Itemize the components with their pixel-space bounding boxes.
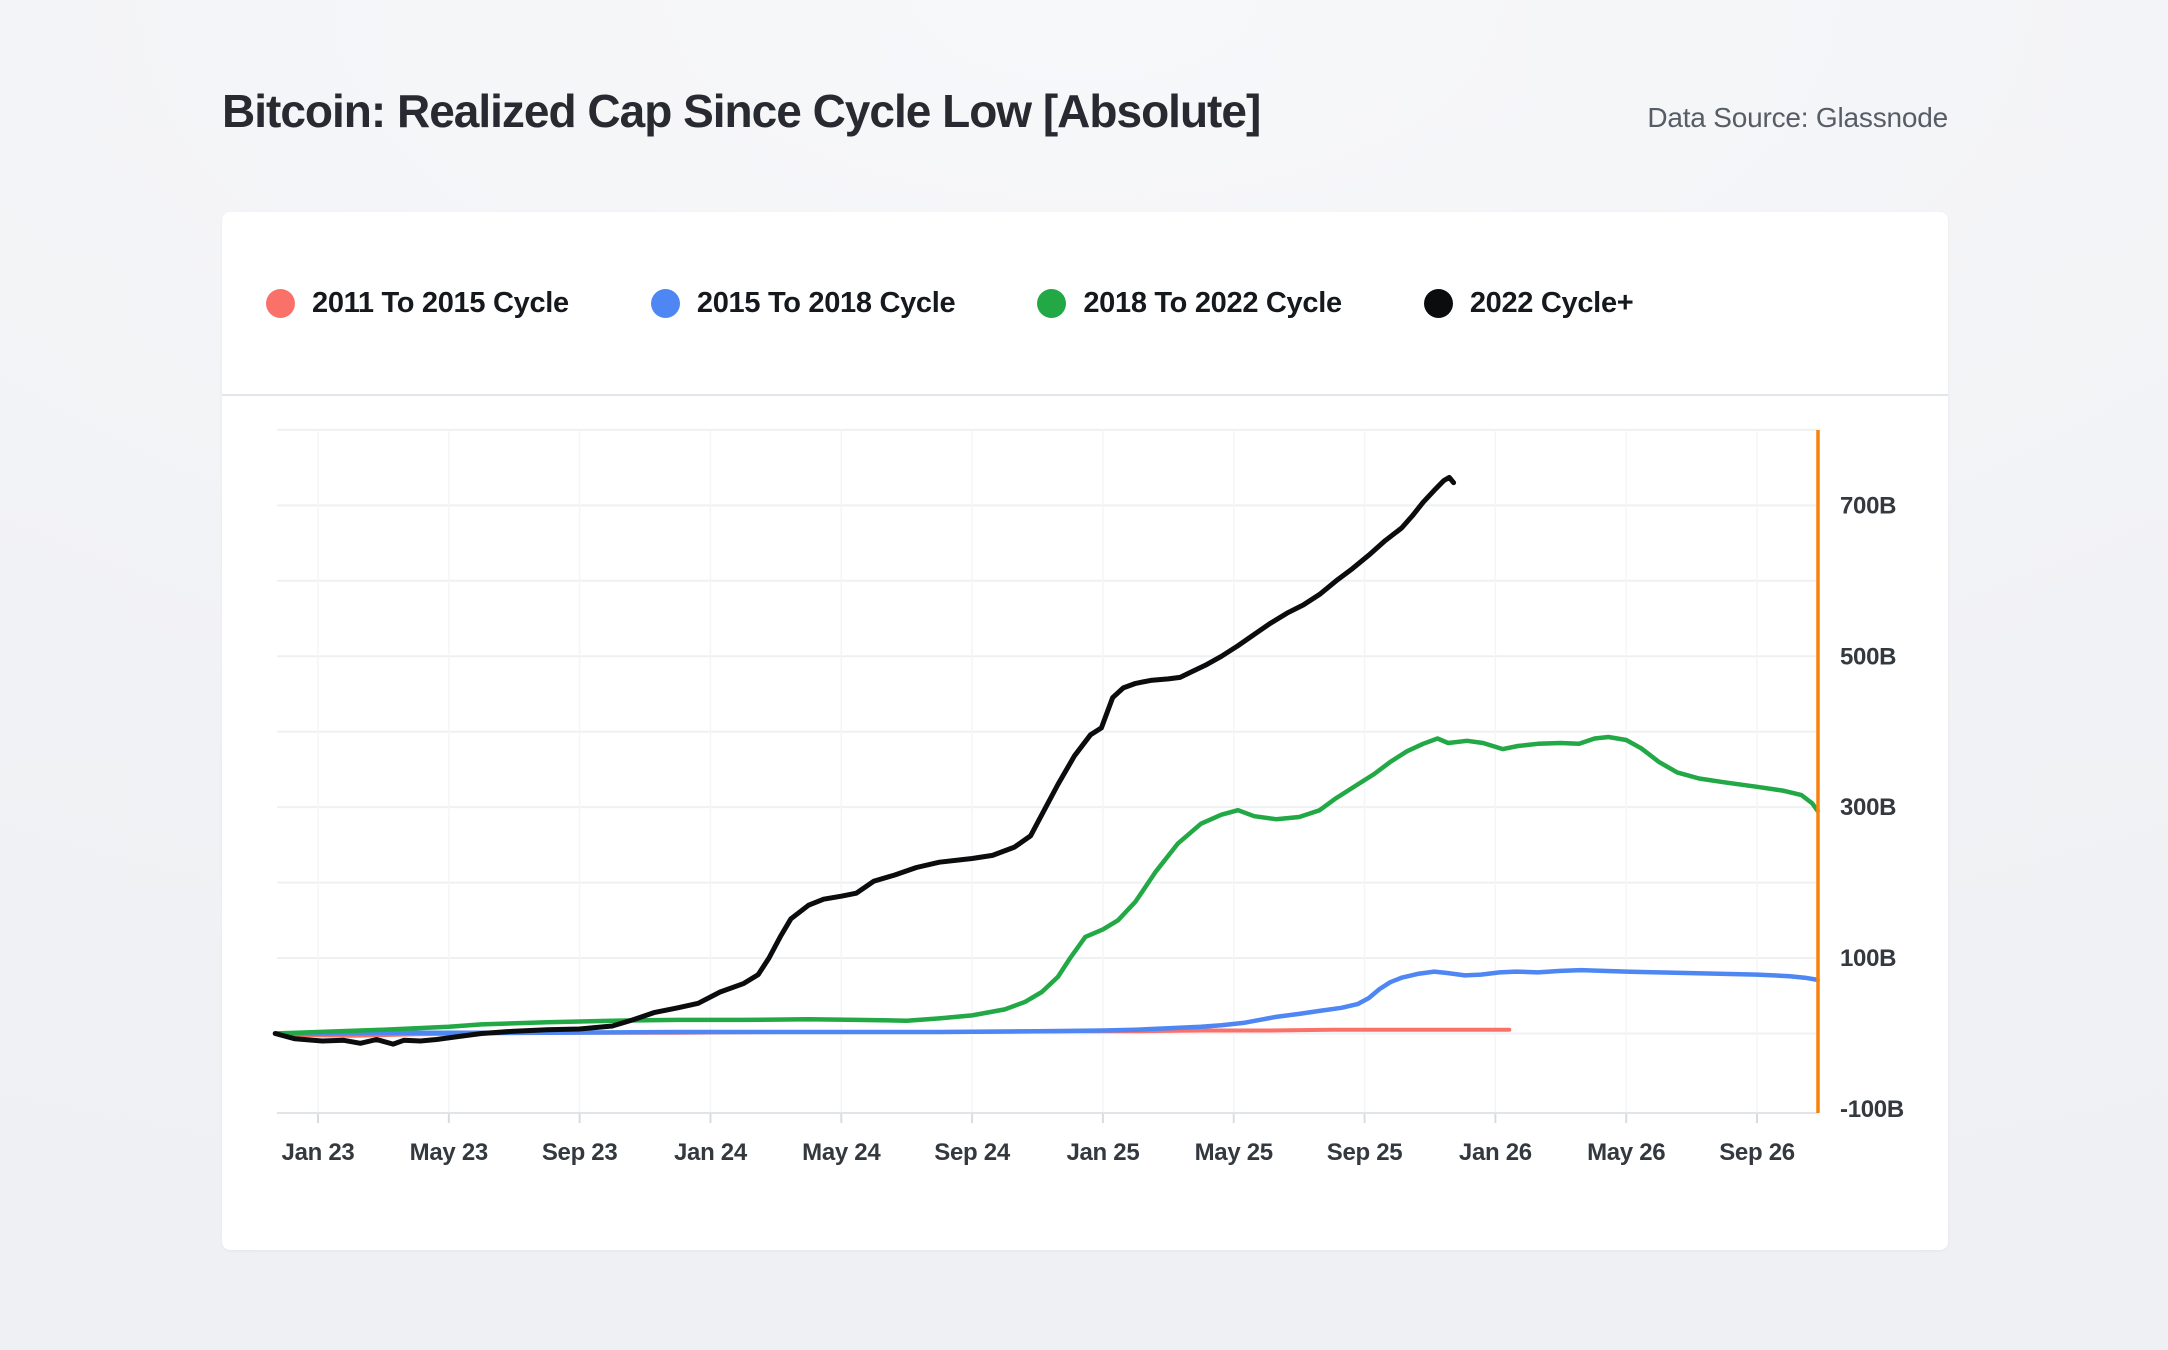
legend-item-2[interactable]: 2015 To 2018 Cycle — [650, 286, 956, 320]
series-line-4[interactable] — [272, 474, 1457, 1047]
x-axis-label: May 25 — [1195, 1139, 1273, 1166]
x-axis-label: Sep 26 — [1719, 1139, 1795, 1166]
x-axis-label: May 24 — [802, 1139, 881, 1166]
legend-item-label: 2011 To 2015 Cycle — [312, 286, 569, 319]
x-axis-label: Sep 25 — [1327, 1139, 1403, 1166]
x-axis-label: Jan 23 — [282, 1139, 355, 1166]
x-axis-labels: Jan 23 May 23 Sep 23 Jan 24 May 24 Sep 24 Jan … — [282, 1139, 1796, 1166]
page-title: Bitcoin: Realized Cap Since Cycle Low [A… — [222, 85, 1261, 137]
x-axis-label: May 26 — [1587, 1139, 1665, 1166]
y-axis-label: -100B — [1840, 1096, 1904, 1123]
series-line-3[interactable] — [272, 734, 1820, 1036]
x-axis-label: Jan 25 — [1066, 1139, 1139, 1166]
vertical-gridlines — [317, 430, 1758, 1113]
legend: 2011 To 2015 Cycle 2015 To 2018 Cycle 2018… — [222, 212, 1948, 394]
x-axis-label: Jan 26 — [1459, 1139, 1532, 1166]
legend-item-1[interactable]: 2011 To 2015 Cycle — [266, 287, 569, 320]
x-axis-label: Sep 24 — [934, 1139, 1011, 1166]
chart-plot-area[interactable]: Jan 23 May 23 Sep 23 Jan 24 May 24 Sep 24 Jan … — [222, 396, 1948, 1250]
horizontal-gridlines — [277, 428, 1818, 1035]
y-axis-label: 300B — [1840, 794, 1896, 821]
x-axis-label: May 23 — [410, 1139, 488, 1166]
legend-dot-icon — [1423, 288, 1453, 318]
chart-card: 2011 To 2015 Cycle 2015 To 2018 Cycle 2018… — [222, 212, 1948, 1250]
y-axis-label: 100B — [1840, 945, 1896, 972]
legend-divider — [222, 394, 1948, 396]
legend-item-label: 2015 To 2018 Cycle — [696, 286, 956, 319]
legend-dot-icon — [1037, 288, 1067, 318]
header: Bitcoin: Realized Cap Since Cycle Low [A… — [222, 84, 1948, 138]
legend-dot-icon — [650, 288, 680, 318]
series-line-2[interactable] — [272, 967, 1820, 1036]
legend-item-label: 2018 To 2022 Cycle — [1083, 286, 1342, 319]
x-axis-label: Sep 23 — [542, 1139, 618, 1166]
legend-item-4[interactable]: 2022 Cycle+ — [1423, 286, 1634, 320]
legend-item-label: 2022 Cycle+ — [1469, 286, 1634, 319]
legend-dot-icon — [266, 288, 295, 318]
x-axis-ticks — [317, 1113, 1759, 1123]
y-axis-label: 700B — [1840, 492, 1896, 519]
legend-item-3[interactable]: 2018 To 2022 Cycle — [1037, 286, 1342, 320]
y-axis-labels: 700B 500B 300B 100B -100B — [1840, 492, 1904, 1123]
x-axis-label: Jan 24 — [674, 1139, 748, 1166]
y-axis-label: 500B — [1840, 643, 1896, 670]
data-source-label: Data Source: Glassnode — [1647, 102, 1948, 133]
